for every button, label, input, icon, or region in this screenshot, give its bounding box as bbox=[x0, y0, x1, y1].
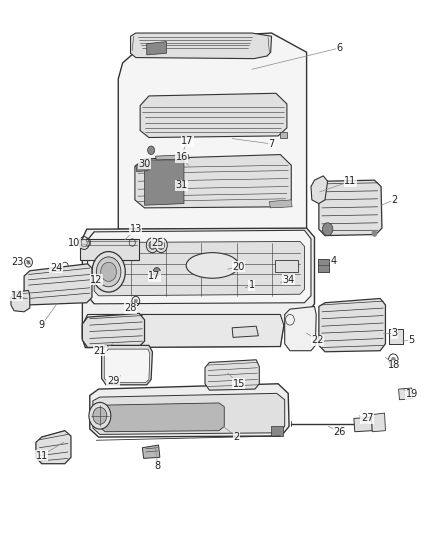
Text: 1: 1 bbox=[249, 280, 255, 290]
Text: 11: 11 bbox=[35, 451, 48, 461]
Text: 13: 13 bbox=[130, 224, 142, 234]
Circle shape bbox=[92, 252, 125, 292]
Polygon shape bbox=[131, 33, 272, 59]
Polygon shape bbox=[82, 313, 145, 348]
Text: 4: 4 bbox=[331, 256, 337, 266]
Circle shape bbox=[101, 262, 117, 281]
Text: 17: 17 bbox=[181, 136, 194, 146]
Circle shape bbox=[93, 407, 107, 424]
Polygon shape bbox=[275, 260, 298, 272]
Text: 22: 22 bbox=[311, 335, 324, 345]
Polygon shape bbox=[135, 155, 291, 208]
Circle shape bbox=[146, 238, 159, 253]
Polygon shape bbox=[147, 42, 166, 55]
Circle shape bbox=[81, 239, 87, 247]
Polygon shape bbox=[285, 306, 316, 351]
Circle shape bbox=[89, 402, 111, 429]
Polygon shape bbox=[94, 241, 304, 296]
Text: 17: 17 bbox=[148, 271, 160, 281]
Polygon shape bbox=[100, 403, 224, 432]
Polygon shape bbox=[36, 431, 71, 464]
Text: 24: 24 bbox=[50, 263, 62, 272]
Text: 26: 26 bbox=[333, 427, 346, 437]
Text: 28: 28 bbox=[124, 303, 137, 313]
Circle shape bbox=[155, 238, 167, 253]
Text: 29: 29 bbox=[107, 376, 119, 386]
Polygon shape bbox=[102, 345, 152, 385]
Text: 16: 16 bbox=[176, 152, 188, 162]
Polygon shape bbox=[319, 298, 385, 352]
Text: 21: 21 bbox=[94, 346, 106, 356]
Text: 18: 18 bbox=[388, 360, 400, 370]
Polygon shape bbox=[205, 360, 259, 390]
Text: 11: 11 bbox=[344, 176, 357, 186]
Polygon shape bbox=[319, 180, 382, 236]
Polygon shape bbox=[271, 426, 283, 436]
Circle shape bbox=[372, 230, 377, 237]
Text: 23: 23 bbox=[11, 257, 24, 267]
Polygon shape bbox=[118, 33, 307, 229]
Polygon shape bbox=[311, 176, 328, 204]
Polygon shape bbox=[155, 155, 189, 160]
Circle shape bbox=[391, 357, 396, 362]
Text: 31: 31 bbox=[176, 181, 188, 190]
Polygon shape bbox=[90, 384, 289, 437]
Polygon shape bbox=[82, 228, 314, 348]
Text: 34: 34 bbox=[282, 275, 294, 285]
Circle shape bbox=[148, 146, 155, 155]
Text: 15: 15 bbox=[233, 379, 245, 389]
Polygon shape bbox=[88, 230, 311, 304]
Text: 10: 10 bbox=[68, 238, 81, 247]
Text: 5: 5 bbox=[409, 335, 415, 345]
Text: 25: 25 bbox=[152, 238, 164, 247]
Circle shape bbox=[322, 223, 333, 236]
Text: 20: 20 bbox=[233, 262, 245, 271]
Text: 9: 9 bbox=[39, 320, 45, 330]
Circle shape bbox=[134, 299, 138, 303]
Polygon shape bbox=[269, 200, 292, 208]
Text: 14: 14 bbox=[11, 291, 23, 301]
Text: 3: 3 bbox=[391, 328, 397, 338]
Text: 7: 7 bbox=[268, 139, 275, 149]
Polygon shape bbox=[389, 329, 403, 344]
Text: 27: 27 bbox=[361, 414, 373, 423]
Polygon shape bbox=[399, 388, 413, 400]
Polygon shape bbox=[318, 259, 329, 272]
Text: 6: 6 bbox=[336, 43, 343, 53]
Polygon shape bbox=[11, 290, 30, 312]
Polygon shape bbox=[140, 93, 287, 138]
Text: 19: 19 bbox=[406, 390, 418, 399]
Circle shape bbox=[149, 241, 156, 249]
Text: 12: 12 bbox=[90, 275, 102, 285]
Text: 8: 8 bbox=[155, 462, 161, 471]
Polygon shape bbox=[371, 413, 385, 432]
Polygon shape bbox=[104, 349, 150, 383]
Circle shape bbox=[27, 260, 30, 264]
Circle shape bbox=[158, 241, 165, 249]
Circle shape bbox=[96, 257, 121, 287]
Text: 2: 2 bbox=[233, 432, 240, 442]
Polygon shape bbox=[136, 164, 149, 172]
Polygon shape bbox=[145, 160, 184, 205]
Text: 2: 2 bbox=[391, 195, 397, 205]
Polygon shape bbox=[80, 239, 139, 260]
Text: 30: 30 bbox=[138, 159, 151, 168]
Polygon shape bbox=[82, 314, 284, 348]
Polygon shape bbox=[232, 326, 258, 337]
Circle shape bbox=[153, 268, 160, 276]
Polygon shape bbox=[142, 445, 160, 458]
Polygon shape bbox=[42, 431, 65, 464]
Polygon shape bbox=[354, 417, 372, 432]
Polygon shape bbox=[24, 264, 92, 305]
Ellipse shape bbox=[186, 253, 239, 278]
Polygon shape bbox=[93, 393, 285, 434]
Polygon shape bbox=[280, 132, 287, 138]
